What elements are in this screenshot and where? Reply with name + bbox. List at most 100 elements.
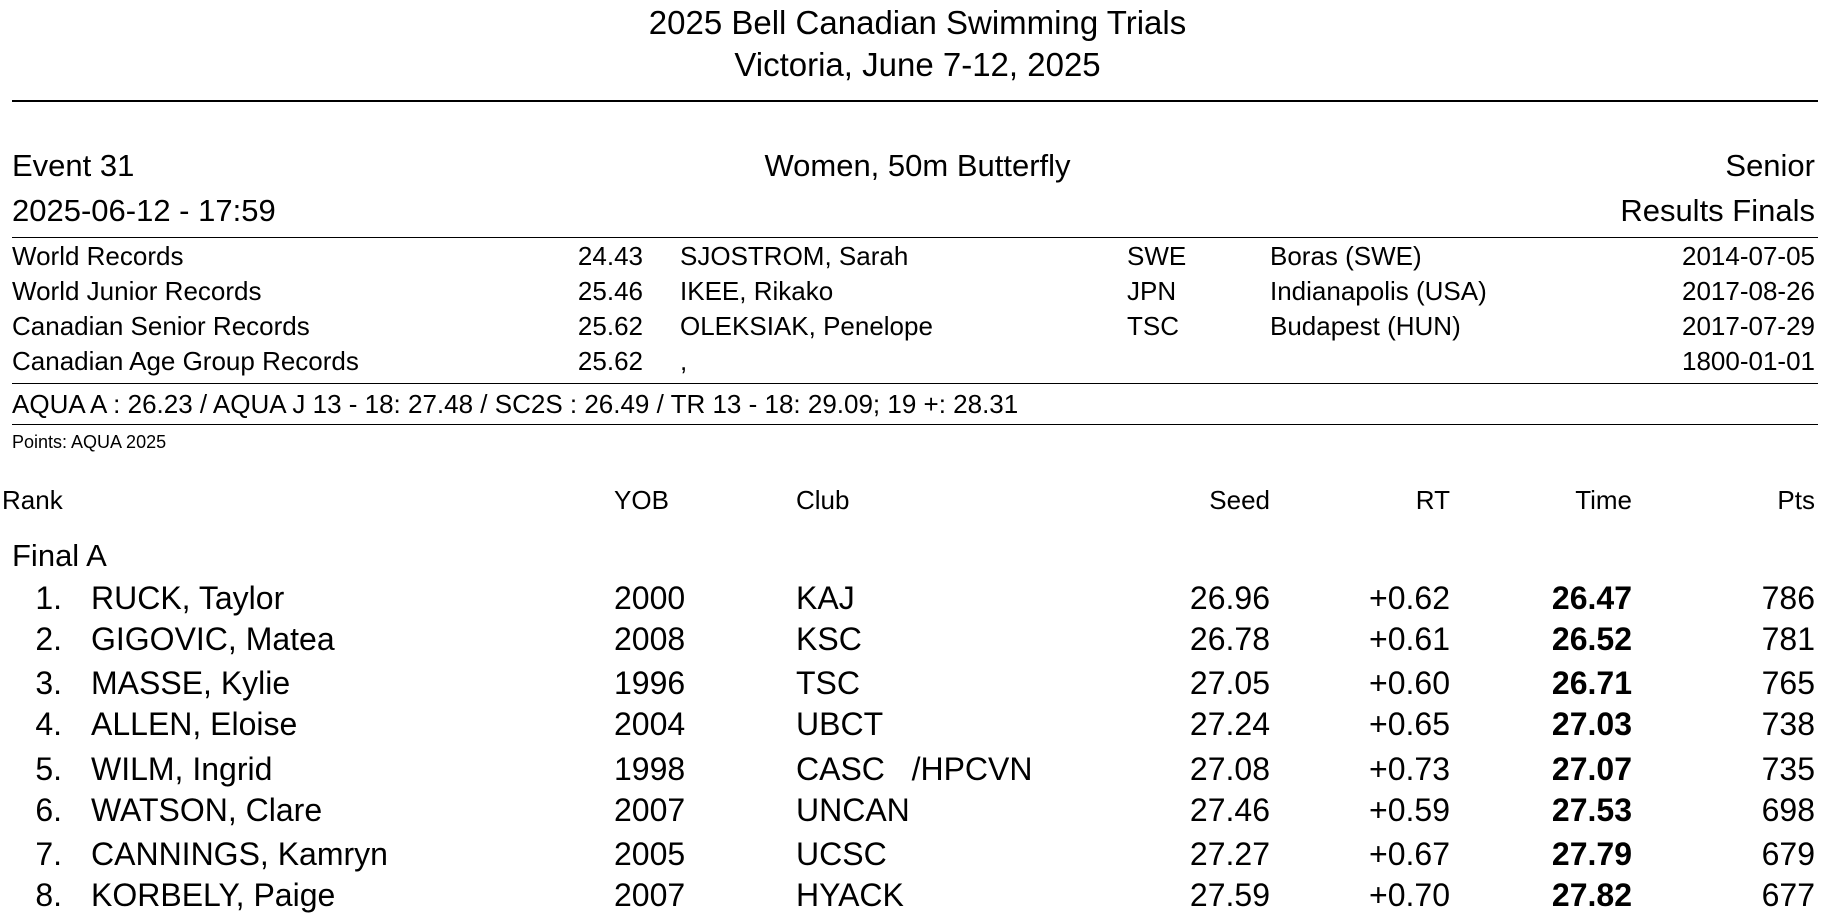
result-club: KSC [796, 621, 862, 657]
result-name: RUCK, Taylor [91, 580, 285, 616]
event-phase: Results Finals [1620, 193, 1815, 228]
meet-subtitle: Victoria, June 7-12, 2025 [734, 46, 1101, 83]
result-yob: 2004 [614, 706, 686, 742]
record-place: Boras (SWE) [1270, 241, 1422, 271]
record-holder: OLEKSIAK, Penelope [680, 311, 933, 341]
result-name: WILM, Ingrid [91, 751, 273, 787]
result-time: 26.47 [1551, 580, 1632, 616]
record-nation: TSC [1127, 311, 1179, 341]
qualifying-standards: AQUA A : 26.23 / AQUA J 13 - 18: 27.48 /… [12, 389, 1019, 419]
result-seed: 27.27 [1189, 836, 1270, 872]
result-pts: 738 [1761, 706, 1815, 742]
result-pts: 679 [1761, 836, 1815, 872]
result-time: 27.79 [1551, 836, 1632, 872]
result-rank: 8. [35, 877, 62, 913]
result-rt: +0.61 [1369, 621, 1450, 657]
result-pts: 735 [1761, 751, 1815, 787]
records-bottom-divider [12, 383, 1818, 384]
result-name: KORBELY, Paige [91, 877, 336, 913]
record-label: World Records [12, 241, 184, 271]
col-header-club: Club [796, 485, 850, 515]
result-rank: 3. [35, 665, 62, 701]
result-club: UBCT [796, 706, 884, 742]
result-yob: 2000 [614, 580, 686, 616]
result-yob: 2007 [614, 792, 686, 828]
result-name: WATSON, Clare [91, 792, 323, 828]
standards-divider [12, 424, 1818, 425]
group-label: Final A [12, 538, 107, 573]
result-time: 27.07 [1551, 751, 1632, 787]
result-pts: 765 [1761, 665, 1815, 701]
record-date: 2017-07-29 [1682, 311, 1815, 341]
result-seed: 26.78 [1189, 621, 1270, 657]
record-time: 25.62 [577, 311, 643, 341]
result-club: TSC [796, 665, 860, 701]
col-header-rank: Rank [2, 485, 63, 515]
result-time: 27.82 [1551, 877, 1632, 913]
col-header-pts: Pts [1777, 485, 1815, 515]
result-rt: +0.73 [1369, 751, 1450, 787]
result-yob: 2005 [614, 836, 686, 872]
result-pts: 677 [1761, 877, 1815, 913]
record-date: 2017-08-26 [1682, 276, 1815, 306]
result-time: 27.03 [1551, 706, 1632, 742]
col-header-seed: Seed [1209, 485, 1270, 515]
record-place: Budapest (HUN) [1270, 311, 1461, 341]
result-pts: 786 [1761, 580, 1815, 616]
record-nation: SWE [1127, 241, 1187, 271]
result-club: CASC /HPCVN [796, 751, 1033, 787]
result-yob: 2008 [614, 621, 686, 657]
event-number: Event 31 [12, 148, 135, 183]
col-header-time: Time [1575, 485, 1632, 515]
event-name: Women, 50m Butterfly [764, 148, 1071, 183]
record-date: 2014-07-05 [1682, 241, 1815, 271]
record-holder: , [680, 346, 688, 376]
result-rt: +0.59 [1369, 792, 1450, 828]
record-time: 25.62 [577, 346, 643, 376]
result-name: MASSE, Kylie [91, 665, 291, 701]
result-rank: 7. [35, 836, 62, 872]
result-seed: 27.59 [1189, 877, 1270, 913]
col-header-yob: YOB [614, 485, 669, 515]
result-time: 26.52 [1551, 621, 1632, 657]
result-rt: +0.62 [1369, 580, 1450, 616]
record-holder: SJOSTROM, Sarah [680, 241, 909, 271]
record-holder: IKEE, Rikako [680, 276, 834, 306]
result-rank: 6. [35, 792, 62, 828]
meet-title: 2025 Bell Canadian Swimming Trials [648, 4, 1187, 41]
result-club: UCSC [796, 836, 887, 872]
result-rank: 5. [35, 751, 62, 787]
record-label: Canadian Age Group Records [12, 346, 359, 376]
result-seed: 27.24 [1189, 706, 1270, 742]
result-seed: 27.46 [1189, 792, 1270, 828]
result-rt: +0.65 [1369, 706, 1450, 742]
result-name: CANNINGS, Kamryn [91, 836, 388, 872]
result-seed: 26.96 [1189, 580, 1270, 616]
result-rank: 1. [35, 580, 62, 616]
header-divider [12, 100, 1818, 102]
record-label: Canadian Senior Records [12, 311, 310, 341]
result-pts: 698 [1761, 792, 1815, 828]
result-name: ALLEN, Eloise [91, 706, 298, 742]
record-time: 24.43 [577, 241, 643, 271]
result-club: HYACK [796, 877, 904, 913]
result-seed: 27.08 [1189, 751, 1270, 787]
result-yob: 1996 [614, 665, 686, 701]
result-club: KAJ [796, 580, 855, 616]
result-rank: 2. [35, 621, 62, 657]
event-category: Senior [1725, 148, 1815, 183]
record-date: 1800-01-01 [1682, 346, 1815, 376]
result-time: 26.71 [1551, 665, 1632, 701]
result-seed: 27.05 [1189, 665, 1270, 701]
event-datetime: 2025-06-12 - 17:59 [12, 193, 276, 228]
records-top-divider [12, 237, 1818, 238]
col-header-rt: RT [1415, 485, 1450, 515]
result-pts: 781 [1761, 621, 1815, 657]
record-label: World Junior Records [12, 276, 262, 306]
result-name: GIGOVIC, Matea [91, 621, 335, 657]
result-rt: +0.70 [1369, 877, 1450, 913]
result-club: UNCAN [796, 792, 910, 828]
points-note: Points: AQUA 2025 [12, 432, 167, 452]
result-yob: 1998 [614, 751, 686, 787]
